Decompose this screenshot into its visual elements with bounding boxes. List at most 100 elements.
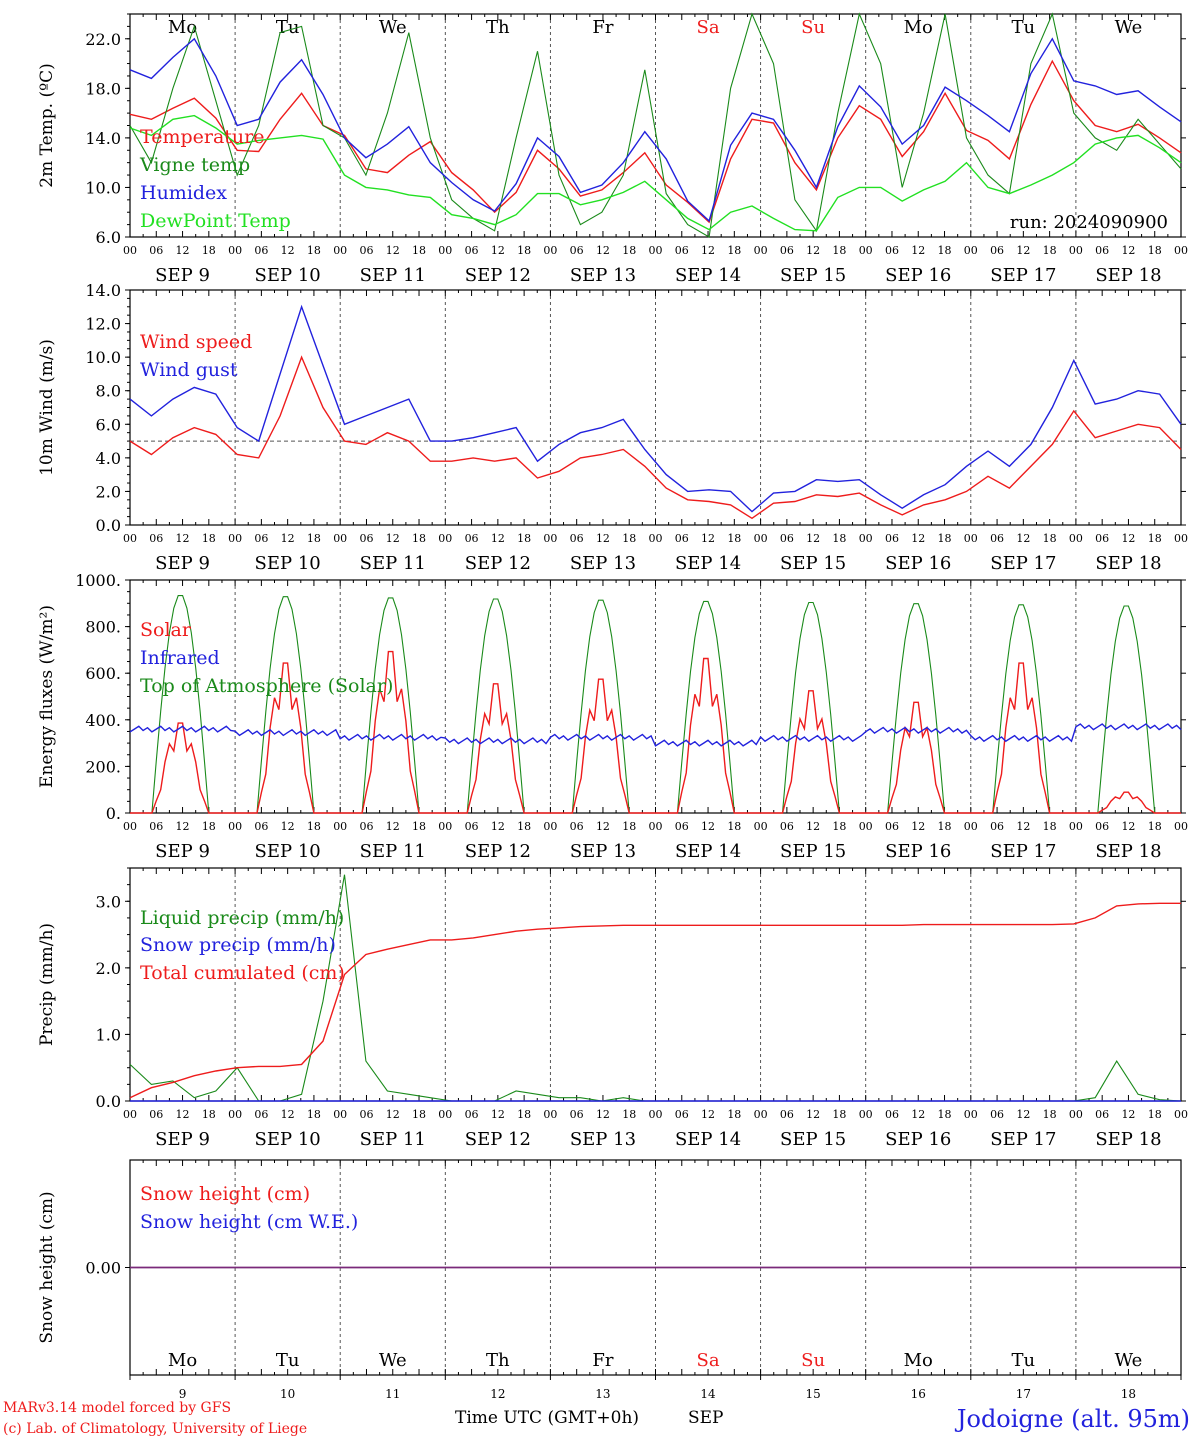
x-date-label: SEP 17 [990, 553, 1056, 574]
location-label: Jodoigne (alt. 95m) [954, 1405, 1190, 1433]
x-hour-label: 00 [859, 1108, 873, 1121]
day-name-label: Th [486, 17, 510, 38]
x-date-label: SEP 14 [675, 841, 741, 862]
x-hour-label: 18 [832, 244, 846, 257]
series-line [129, 355, 1182, 520]
x-hour-label: 18 [412, 820, 426, 833]
footer-model-line: MARv3.14 model forced by GFS [3, 1400, 231, 1416]
x-hour-label: 06 [675, 1108, 689, 1121]
x-hour-label: 06 [780, 532, 794, 545]
x-hour-label: 12 [701, 820, 715, 833]
y-tick-label: 200. [85, 757, 121, 776]
x-hour-label: 18 [307, 1108, 321, 1121]
x-hour-label: 00 [859, 820, 873, 833]
x-hour-label: 00 [649, 820, 663, 833]
x-hour-label: 18 [622, 1108, 636, 1121]
x-hour-label: 06 [359, 532, 373, 545]
x-hour-label: 06 [885, 820, 899, 833]
y-tick-label: 800. [85, 618, 121, 637]
x-hour-label: 18 [832, 820, 846, 833]
y-tick-label: 14.0 [85, 129, 121, 148]
x-hour-label: 00 [754, 820, 768, 833]
x-hour-label: 12 [176, 532, 190, 545]
x-date-label: SEP 16 [885, 265, 951, 286]
panel-3: 0. 200. 400. 600. 800. 1000. Energy fluxes (W/… [37, 571, 1188, 862]
x-hour-label: 00 [1069, 244, 1083, 257]
x-hour-label: 06 [675, 532, 689, 545]
legend-entry: Vigne temp [139, 154, 250, 176]
panels: 6.0 10.0 14.0 18.0 22.0 2m Temp. (ºC) Mo Tu We Th… [37, 12, 1188, 1401]
y-tick-label: 2.0 [96, 482, 121, 501]
series-line [129, 59, 1182, 224]
x-hour-label: 18 [938, 820, 952, 833]
y-tick-label: 10.0 [85, 178, 121, 197]
day-name-label: Fr [592, 1350, 613, 1371]
day-name-label: Tu [1012, 17, 1036, 38]
x-hour-label: 12 [1016, 1108, 1030, 1121]
legend-entry: Snow height (cm) [140, 1183, 310, 1205]
x-hour-label: 06 [465, 820, 479, 833]
x-hour-label: 12 [911, 532, 925, 545]
x-hour-label: 18 [622, 532, 636, 545]
x-hour-label: 18 [1148, 244, 1162, 257]
day-name-label: Mo [904, 17, 933, 38]
y-tick-label: 10.0 [85, 348, 121, 367]
x-date-label: SEP 10 [255, 1129, 321, 1150]
x-hour-label: 00 [438, 532, 452, 545]
x-hour-label: 00 [1174, 244, 1188, 257]
y-tick-label: 8.0 [96, 382, 121, 401]
x-hour-label: 18 [517, 820, 531, 833]
x-hour-label: 12 [281, 1108, 295, 1121]
x-hour-label: 06 [149, 244, 163, 257]
day-name-label: Sa [697, 17, 720, 38]
x-hour-label: 12 [1121, 1108, 1135, 1121]
x-hour-label: 00 [543, 1108, 557, 1121]
x-date-label: SEP 17 [990, 1129, 1056, 1150]
x-day-number: 9 [179, 1387, 187, 1401]
x-date-label: SEP 13 [570, 553, 636, 574]
y-tick-label: 14.0 [85, 281, 121, 300]
x-hour-label: 00 [754, 532, 768, 545]
x-day-number: 17 [1016, 1387, 1031, 1401]
x-hour-label: 18 [832, 532, 846, 545]
panel-1: 6.0 10.0 14.0 18.0 22.0 2m Temp. (ºC) Mo Tu We Th… [37, 12, 1188, 286]
x-hour-label: 12 [1016, 532, 1030, 545]
x-hour-label: 18 [1043, 1108, 1057, 1121]
x-hour-label: 06 [465, 1108, 479, 1121]
x-date-label: SEP 11 [360, 841, 426, 862]
x-hour-label: 12 [701, 532, 715, 545]
x-hour-label: 00 [333, 820, 347, 833]
x-hour-label: 00 [543, 820, 557, 833]
x-hour-label: 12 [1121, 532, 1135, 545]
y-tick-label: 0.0 [96, 1092, 121, 1111]
series-line [129, 114, 1182, 232]
x-hour-label: 12 [1121, 820, 1135, 833]
legend-entry: Snow height (cm W.E.) [140, 1211, 358, 1233]
x-date-label: SEP 11 [360, 1129, 426, 1150]
x-day-number: 11 [385, 1387, 400, 1401]
day-name-label: We [379, 17, 407, 38]
x-hour-label: 00 [1069, 1108, 1083, 1121]
y-tick-label: 600. [85, 664, 121, 683]
y-axis-label: 2m Temp. (ºC) [37, 63, 57, 188]
x-hour-label: 06 [570, 532, 584, 545]
x-hour-label: 00 [123, 820, 137, 833]
footer: MARv3.14 model forced by GFS (c) Lab. of… [3, 1400, 1190, 1437]
x-date-label: SEP 11 [360, 265, 426, 286]
x-hour-label: 18 [1043, 244, 1057, 257]
legend-entry: Temperature [140, 126, 264, 148]
panel-2: 0.0 2.0 4.0 6.0 8.0 10.0 12.0 14.0 10m Wind (m/s… [37, 281, 1188, 574]
legend-entry: DewPoint Temp [140, 210, 291, 232]
x-hour-label: 18 [727, 820, 741, 833]
x-hour-label: 00 [333, 244, 347, 257]
time-axis-label: Time UTC (GMT+0h) [455, 1408, 639, 1428]
series-line [129, 12, 1182, 238]
x-hour-label: 12 [596, 820, 610, 833]
x-date-label: SEP 12 [465, 841, 531, 862]
x-hour-label: 00 [964, 532, 978, 545]
x-hour-label: 00 [1069, 820, 1083, 833]
x-hour-label: 00 [123, 1108, 137, 1121]
y-tick-label: 0.00 [85, 1259, 121, 1278]
y-axis-label: 10m Wind (m/s) [37, 339, 57, 476]
legend-entry: Wind speed [140, 331, 252, 353]
